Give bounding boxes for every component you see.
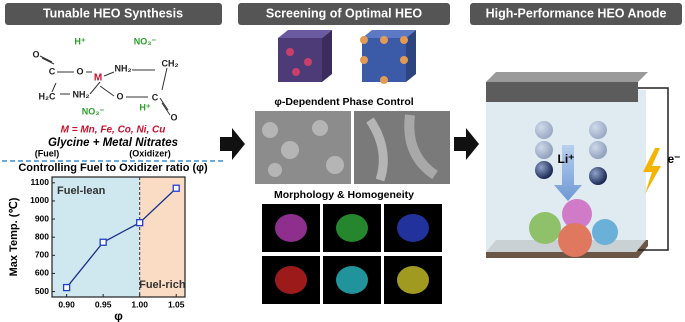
series-line [66,187,177,288]
x-tick-label: 0.95 [95,299,112,309]
cell [486,72,669,258]
header-box [470,3,682,25]
crystal-models [278,30,416,84]
y-tick-label: 600 [35,268,49,278]
point [99,238,107,246]
chart-subtitle: Controlling Fuel to Oxidizer ratio (φ) [18,162,208,174]
arrow [454,128,479,160]
region-label: Fuel-rich [139,279,186,291]
chem-label: O [32,49,39,59]
chem-label: CH₂ [162,58,179,68]
arrow [220,128,245,160]
point [172,184,180,192]
chem-label: NH₂ [115,63,132,73]
y-tick-label: 900 [35,213,49,223]
chem-label: O [76,66,83,76]
chem-label: H⁺ [139,102,150,112]
y-tick-label: 1000 [30,195,49,205]
chem-label: M [94,73,102,84]
region [52,177,140,297]
chem-label: H₂C [39,91,56,101]
y-tick-label: 700 [35,250,49,260]
panel-title: Screening of Optimal HEO [266,6,423,20]
x-axis-label: φ [114,309,123,322]
y-tick-label: 1100 [31,177,50,187]
reaction: Glycine + Metal Nitrates [48,137,178,149]
header-box [238,3,450,25]
electron-label: e⁻ [667,152,680,166]
chem-label: O [170,112,177,122]
region [139,177,185,297]
chem-label: C [49,66,56,76]
oxidizer-label: (Oxidizer) [129,148,171,158]
chem-label: O [116,91,123,101]
ion-label: Li⁺ [558,152,575,166]
chem-label: NH₂ [73,89,90,99]
fuel-label: (Fuel) [35,148,60,158]
chem-label: C [152,92,159,102]
region-label: Fuel-lean [57,185,106,197]
eds-maps [262,204,442,304]
section-label: Morphology & Homogeneity [274,189,414,201]
x-tick-label: 1.05 [168,299,185,309]
panel-title: High-Performance HEO Anode [486,6,667,20]
point [62,283,71,292]
y-tick-label: 800 [35,231,49,241]
metals: M = Mn, Fe, Co, Ni, Cu [61,125,166,136]
x-tick-label: 0.90 [58,299,75,309]
chart: Fuel-lean Fuel-rich 500 600 700 800 900 1000 110… [8,176,186,322]
y-axis-label: Max Temp. (℃) [8,197,20,276]
x-tick-label: 1.00 [131,299,148,309]
point [136,219,144,227]
structure [39,55,171,116]
section-label: φ-Dependent Phase Control [274,96,413,108]
panel-title: Tunable HEO Synthesis [43,6,183,20]
chem-label: NO₃⁻ [134,36,157,46]
y-tick-label: 500 [35,286,49,296]
chem-label: H⁺ [74,36,85,46]
header-box [5,3,222,25]
chem-label: NO₃⁻ [82,106,105,116]
sem-texture [262,114,438,182]
